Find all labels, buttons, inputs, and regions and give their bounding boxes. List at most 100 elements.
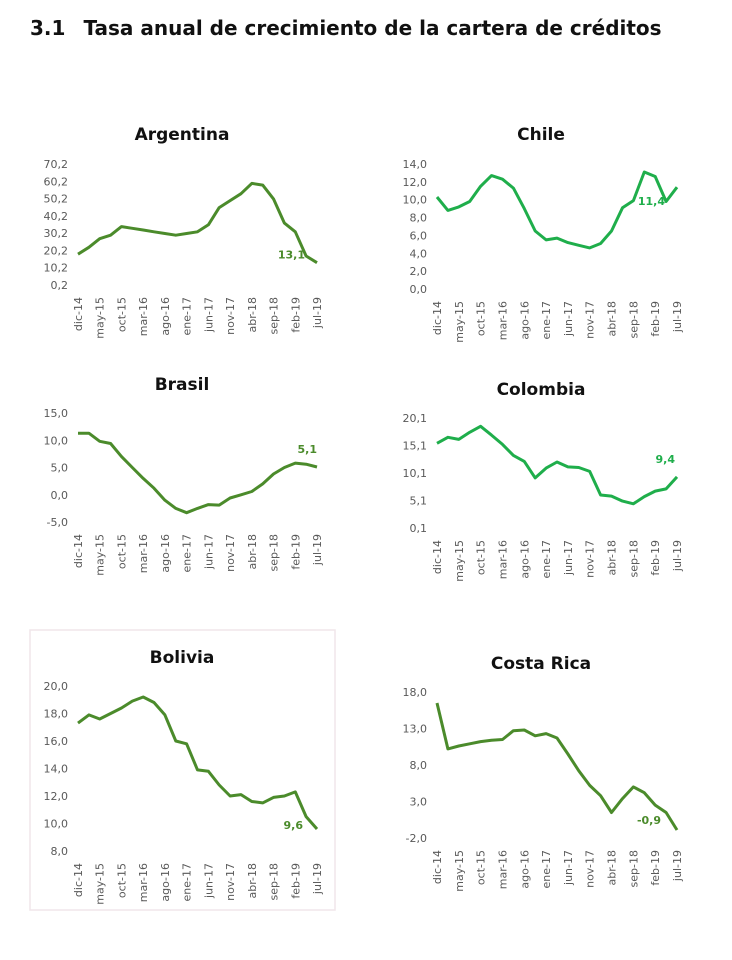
x-tick-label: oct-15 bbox=[115, 297, 128, 332]
x-tick-label: ago-16 bbox=[518, 540, 531, 579]
x-tick-label: abr-18 bbox=[606, 850, 619, 886]
x-tick-label: dic-14 bbox=[72, 297, 85, 331]
x-tick-label: oct-15 bbox=[475, 540, 488, 575]
x-tick-label: sep-18 bbox=[268, 297, 281, 334]
x-tick-label: mar-16 bbox=[496, 301, 509, 340]
chart-title: Colombia bbox=[497, 380, 586, 400]
x-tick-label: feb-19 bbox=[649, 301, 662, 337]
x-tick-label: jun-17 bbox=[562, 301, 575, 337]
x-tick-label: ago-16 bbox=[518, 850, 531, 889]
x-tick-label: oct-15 bbox=[115, 534, 128, 569]
y-tick-label: 18,0 bbox=[403, 686, 428, 699]
chart-title: Argentina bbox=[135, 125, 230, 145]
page-heading: 3.1 Tasa anual de crecimiento de la carte… bbox=[30, 16, 662, 40]
y-tick-label: 10,0 bbox=[44, 434, 69, 447]
y-tick-label: 10,2 bbox=[44, 262, 69, 275]
y-tick-label: 60,2 bbox=[44, 175, 69, 188]
y-tick-label: 0,0 bbox=[51, 489, 69, 502]
x-tick-label: ene-17 bbox=[540, 301, 553, 339]
x-tick-label: sep-18 bbox=[627, 540, 640, 577]
x-tick-label: mar-16 bbox=[137, 297, 150, 336]
x-tick-label: sep-18 bbox=[268, 534, 281, 571]
x-tick-label: jun-17 bbox=[562, 850, 575, 886]
x-tick-label: mar-16 bbox=[137, 863, 150, 902]
y-tick-label: 20,2 bbox=[44, 244, 69, 257]
x-tick-label: sep-18 bbox=[627, 301, 640, 338]
x-tick-label: ago-16 bbox=[159, 863, 172, 902]
data-line bbox=[436, 424, 679, 506]
x-tick-label: nov-17 bbox=[224, 297, 237, 335]
x-tick-label: feb-19 bbox=[289, 297, 302, 333]
heading-text: Tasa anual de crecimiento de la cartera … bbox=[83, 16, 661, 40]
x-tick-label: may-15 bbox=[453, 540, 466, 582]
x-tick-label: jul-19 bbox=[671, 301, 684, 333]
x-tick-label: dic-14 bbox=[431, 540, 444, 574]
heading-number: 3.1 bbox=[30, 16, 65, 40]
y-tick-label: 15,0 bbox=[44, 407, 69, 420]
x-tick-label: dic-14 bbox=[72, 863, 85, 897]
chart-title: Chile bbox=[517, 125, 565, 145]
x-tick-label: ago-16 bbox=[159, 534, 172, 573]
data-line bbox=[435, 702, 679, 831]
x-tick-label: nov-17 bbox=[224, 863, 237, 901]
y-tick-label: 0,1 bbox=[410, 522, 428, 535]
x-tick-label: feb-19 bbox=[289, 863, 302, 899]
x-tick-label: jul-19 bbox=[671, 850, 684, 882]
x-tick-label: abr-18 bbox=[606, 301, 619, 337]
y-tick-label: 10,1 bbox=[403, 467, 428, 480]
y-tick-label: 3,0 bbox=[410, 796, 428, 809]
y-tick-label: 0,2 bbox=[51, 279, 69, 292]
y-tick-label: 5,0 bbox=[51, 462, 69, 475]
value-label: -0,9 bbox=[637, 814, 661, 827]
y-tick-label: 15,1 bbox=[403, 440, 428, 453]
x-tick-label: jul-19 bbox=[311, 297, 324, 329]
x-tick-label: jul-19 bbox=[671, 540, 684, 572]
data-line bbox=[77, 181, 318, 264]
x-tick-label: abr-18 bbox=[246, 863, 259, 899]
y-tick-label: 4,0 bbox=[410, 247, 428, 260]
y-tick-label: 8,0 bbox=[410, 212, 428, 225]
x-tick-label: jul-19 bbox=[311, 534, 324, 566]
x-tick-label: dic-14 bbox=[431, 301, 444, 335]
x-tick-label: nov-17 bbox=[584, 301, 597, 339]
y-tick-label: 6,0 bbox=[410, 229, 428, 242]
value-label: 13,1 bbox=[278, 249, 305, 262]
y-tick-label: 30,2 bbox=[44, 227, 69, 240]
y-tick-label: 5,1 bbox=[410, 495, 428, 508]
y-tick-label: 18,0 bbox=[44, 708, 69, 721]
x-tick-label: nov-17 bbox=[584, 850, 597, 888]
x-tick-label: sep-18 bbox=[268, 863, 281, 900]
x-tick-label: ago-16 bbox=[159, 297, 172, 336]
y-tick-label: 70,2 bbox=[44, 158, 69, 171]
chart-title: Costa Rica bbox=[491, 654, 591, 674]
value-label: 11,4 bbox=[638, 195, 665, 208]
y-tick-label: 13,0 bbox=[403, 723, 428, 736]
y-tick-label: 14,0 bbox=[44, 763, 69, 776]
x-tick-label: abr-18 bbox=[246, 534, 259, 570]
x-tick-label: may-15 bbox=[94, 297, 107, 339]
x-tick-label: abr-18 bbox=[606, 540, 619, 576]
data-line bbox=[78, 431, 318, 515]
y-tick-label: 12,0 bbox=[403, 176, 428, 189]
x-tick-label: ene-17 bbox=[181, 863, 194, 901]
value-label: 9,4 bbox=[656, 453, 676, 466]
value-label: 9,6 bbox=[284, 819, 304, 832]
x-tick-label: ago-16 bbox=[518, 301, 531, 340]
y-tick-label: 2,0 bbox=[410, 265, 428, 278]
x-tick-label: ene-17 bbox=[181, 297, 194, 335]
chart-title: Bolivia bbox=[150, 648, 215, 668]
x-tick-label: nov-17 bbox=[224, 534, 237, 572]
x-tick-label: feb-19 bbox=[289, 534, 302, 570]
x-tick-label: ene-17 bbox=[540, 540, 553, 578]
y-tick-label: 20,1 bbox=[403, 412, 428, 425]
x-tick-label: oct-15 bbox=[475, 850, 488, 885]
data-line bbox=[435, 170, 679, 250]
x-tick-label: ene-17 bbox=[540, 850, 553, 888]
y-tick-label: 20,0 bbox=[44, 680, 69, 693]
x-tick-label: jun-17 bbox=[562, 540, 575, 576]
x-tick-label: abr-18 bbox=[246, 297, 259, 333]
x-tick-label: dic-14 bbox=[72, 534, 85, 568]
y-tick-label: 16,0 bbox=[44, 735, 69, 748]
y-tick-label: 8,0 bbox=[410, 759, 428, 772]
